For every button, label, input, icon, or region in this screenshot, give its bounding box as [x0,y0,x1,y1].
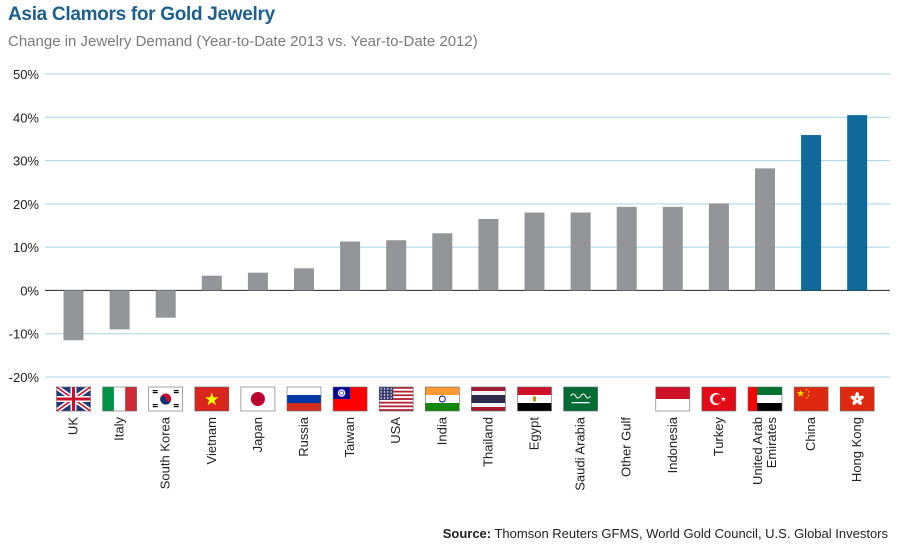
x-tick-label: United Arab [750,417,765,485]
bar [340,241,361,291]
y-tick-label: 20% [13,197,39,212]
x-tick-label: Thailand [480,417,495,467]
taiwan-flag [332,386,368,412]
thailand-flag [471,386,506,412]
bar [755,168,775,291]
bars [63,115,868,341]
flags-row [55,384,875,414]
source-label: Source: [442,526,492,541]
x-tick-label: Indonesia [665,416,680,473]
x-tick-label: South Korea [158,416,173,489]
x-tick-label: China [803,416,818,451]
bar [386,240,407,291]
china-flag [793,386,829,412]
bar [524,212,545,291]
x-tick-label: UK [66,417,81,435]
bar [109,290,130,330]
vietnam-flag [194,386,230,412]
bar [847,115,868,291]
chart-subtitle: Change in Jewelry Demand (Year-to-Date 2… [8,33,478,50]
bar [662,206,683,291]
bar [708,203,729,291]
bar [247,272,268,291]
italy-flag [102,386,137,412]
bar [570,212,591,291]
y-tick-label: 40% [13,110,39,125]
bar [201,275,222,291]
saudi-arabia-flag [563,386,598,412]
x-tick-label: Hong Kong [849,417,864,482]
turkey-flag [701,386,737,412]
y-tick-label: 0% [20,283,39,298]
x-tick-label: Italy [112,417,127,441]
y-tick-label: 30% [13,154,39,169]
bar [155,290,176,318]
y-tick-label: 10% [13,240,39,255]
x-tick-label: Other Gulf [619,417,634,477]
x-tick-label: Japan [250,417,265,452]
source-note: Source: Thomson Reuters GFMS, World Gold… [443,526,888,541]
x-tick-label: Saudi Arabia [573,416,588,490]
x-tick-label: Egypt [527,417,542,451]
bar [478,219,499,291]
grid-lines [45,73,890,378]
y-tick-label: -20% [9,370,40,385]
bar [294,268,314,291]
x-tick-label: India [434,416,449,445]
india-flag [424,386,460,412]
x-tick-label: USA [388,417,403,444]
x-tick-label: Taiwan [342,417,357,457]
y-tick-label: -10% [9,327,40,342]
bar [63,290,84,341]
indonesia-flag [655,386,691,412]
usa-flag [378,386,414,412]
x-tick-label: Vietnam [204,417,219,464]
bar [432,233,453,291]
source-text: Thomson Reuters GFMS, World Gold Council… [491,526,888,541]
y-tick-label: 50% [13,67,39,82]
russia-flag [286,386,322,412]
japan-flag [240,386,276,412]
hong-kong-flag [839,386,875,412]
x-axis-labels: UK Italy South Korea Vietnam Japan Russia Taiw… [66,416,865,491]
uk-flag [55,384,92,414]
bar [616,206,637,291]
bar [801,135,822,291]
x-tick-label: Emirates [764,417,779,469]
egypt-flag [517,386,552,412]
y-axis: -20% -10% 0% 10% 20% 30% 40% 50% [9,67,40,385]
south-korea-flag [148,386,183,412]
chart-title: Asia Clamors for Gold Jewelry [8,4,275,25]
x-tick-label: Turkey [711,417,726,457]
x-tick-label: Russia [296,416,311,457]
uae-flag [747,386,783,412]
